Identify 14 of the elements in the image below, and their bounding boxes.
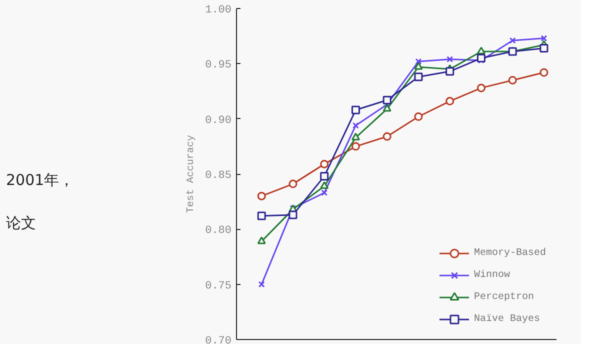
y-tick-label: 1.00: [205, 4, 232, 16]
y-tick-label: 0.85: [205, 170, 232, 182]
legend-label: Naïve Bayes: [474, 314, 540, 324]
y-tick-label: 0.90: [205, 114, 232, 127]
y-tick-label: 0.80: [205, 225, 232, 238]
legend-label: Memory-Based: [474, 248, 546, 258]
y-tick-label: 0.75: [205, 280, 232, 292]
legend-label: Perceptron: [474, 292, 534, 302]
y-tick-label: 0.95: [205, 60, 232, 72]
text: 2001年，: [6, 170, 74, 191]
y-axis-title: Test Accuracy: [186, 134, 198, 214]
y-tick-label: 0.70: [205, 336, 232, 344]
legend-label: Winnow: [474, 270, 510, 280]
text: 论文: [6, 213, 37, 234]
